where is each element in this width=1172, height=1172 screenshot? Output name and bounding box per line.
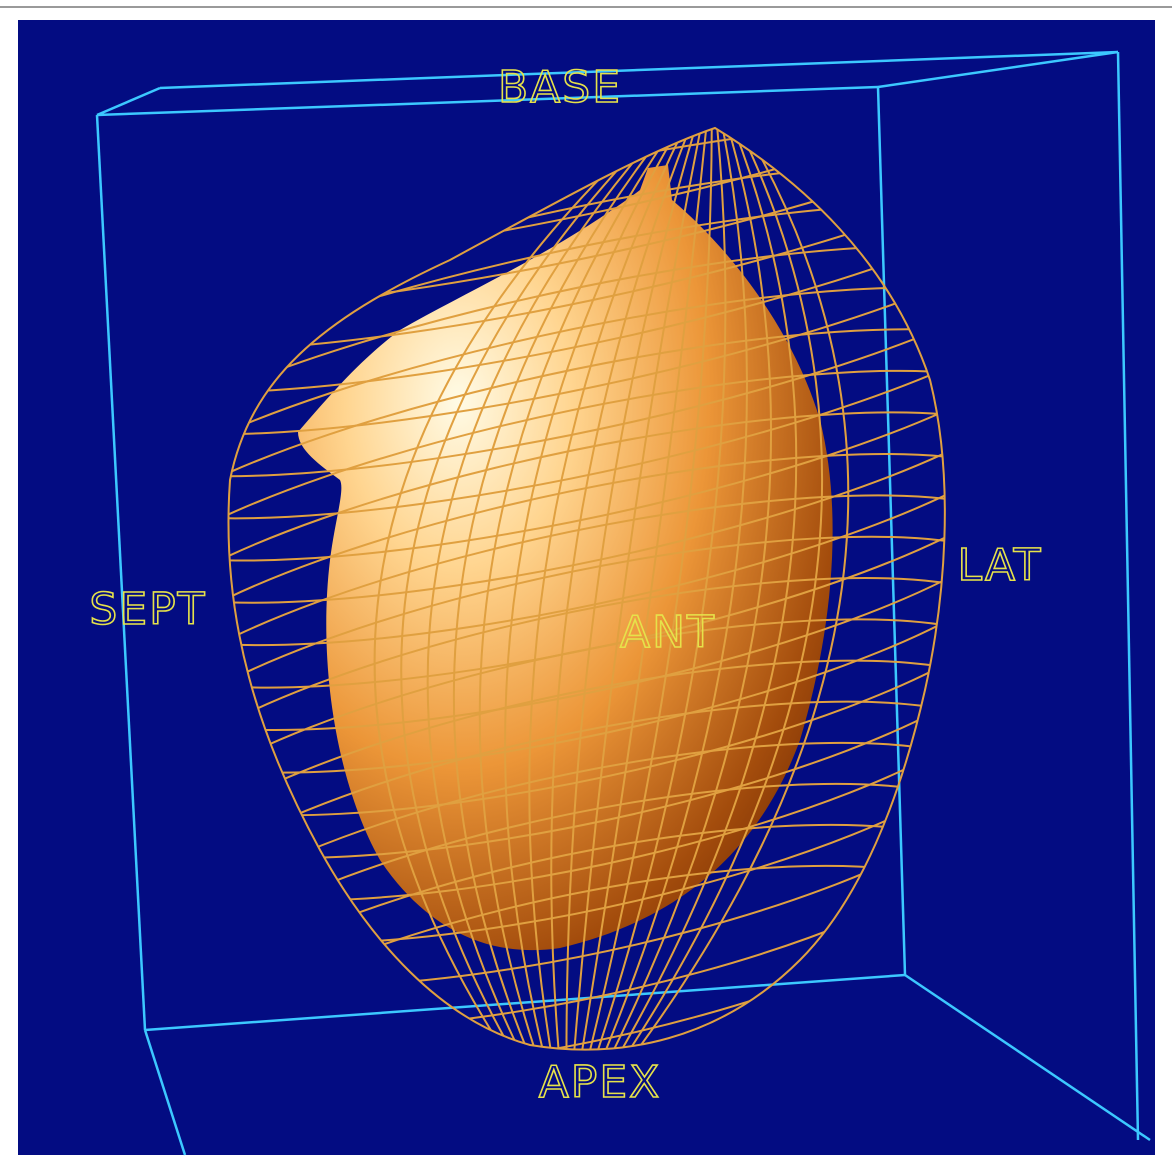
box-edge	[159, 50, 1119, 90]
top-border	[0, 6, 1172, 8]
wire-line	[579, 128, 709, 1050]
wire-line	[565, 128, 699, 1050]
wire-line	[615, 128, 798, 1050]
wire-line	[228, 286, 945, 562]
wire-line	[228, 328, 945, 604]
wire-line	[373, 128, 661, 1050]
wire-line	[622, 128, 824, 1050]
wire-line	[228, 494, 945, 774]
wire-line	[593, 128, 727, 1050]
wire-line	[228, 160, 945, 436]
label-apex: APEX	[539, 1057, 662, 1108]
wire-line	[228, 452, 945, 732]
box-edge	[1116, 51, 1140, 1141]
wire-line	[504, 128, 685, 1050]
box-edge	[143, 1029, 187, 1156]
box-edge	[876, 86, 907, 976]
label-ant: ANT	[620, 607, 716, 658]
wire-line	[228, 577, 945, 859]
wire-line	[228, 202, 945, 478]
wireframe-outline	[227, 126, 946, 1051]
wire-line	[478, 128, 680, 1050]
wire-line	[228, 741, 945, 1031]
bounding-box	[95, 50, 1151, 1156]
wire-line	[228, 618, 945, 902]
wire-line	[228, 782, 945, 1050]
box-edge	[877, 50, 1119, 89]
wire-line	[550, 128, 694, 1050]
wire-line	[629, 128, 850, 1050]
box-edge	[904, 973, 1151, 1142]
box-edge	[96, 86, 161, 117]
wire-line	[528, 128, 690, 1050]
wireframe-mesh	[228, 128, 945, 1050]
wire-line	[586, 128, 713, 1050]
box-edge	[95, 114, 147, 1031]
wire-line	[607, 128, 773, 1050]
wire-line	[572, 128, 704, 1050]
wire-line	[228, 369, 945, 647]
box-edge	[96, 85, 879, 117]
wire-line	[228, 535, 945, 817]
wire-line	[228, 700, 945, 988]
wire-line	[426, 128, 671, 1050]
label-lat: LAT	[957, 540, 1042, 591]
wire-line	[228, 659, 945, 945]
wire-line	[452, 128, 675, 1050]
wire-line	[600, 128, 748, 1050]
box-edge	[144, 973, 906, 1032]
wire-line	[228, 823, 945, 1050]
label-base: BASE	[498, 62, 622, 113]
wire-line	[400, 128, 666, 1050]
label-sept: SEPT	[89, 584, 206, 635]
wire-line	[228, 411, 945, 689]
wire-line	[228, 864, 945, 1050]
